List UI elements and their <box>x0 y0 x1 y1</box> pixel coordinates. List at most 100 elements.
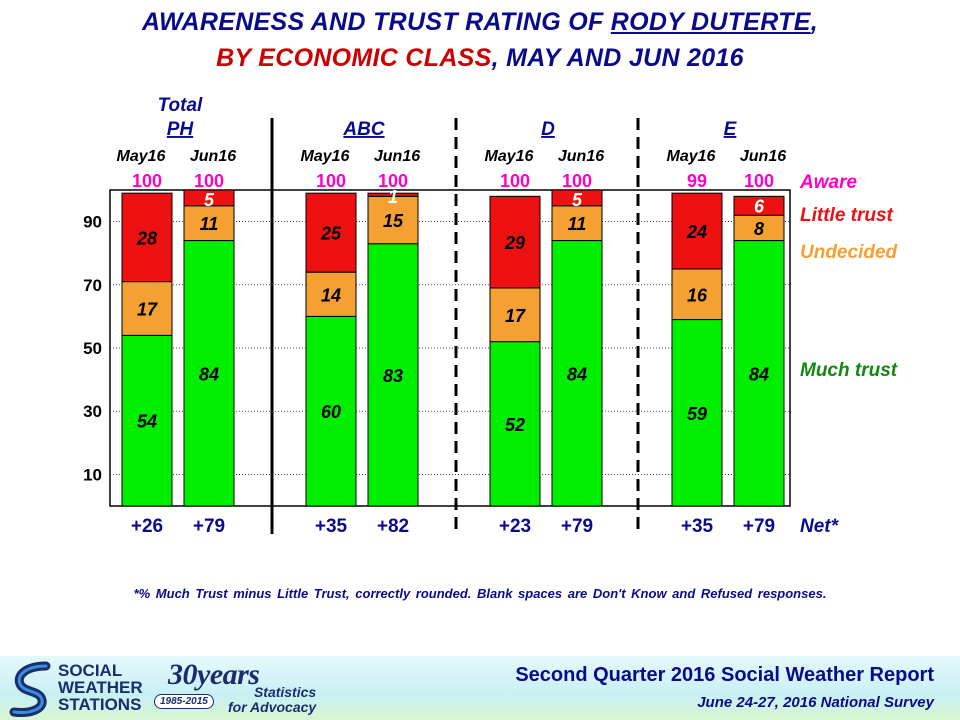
bar-value-label: 59 <box>687 404 707 424</box>
bar-value-label: 83 <box>383 366 403 386</box>
bar-segment-undecided <box>671 268 723 321</box>
period-label: Jun16 <box>558 148 604 165</box>
bar-segment-little-trust <box>733 195 785 216</box>
period-label: May16 <box>667 148 716 165</box>
bar-value-label: 25 <box>320 224 342 244</box>
report-title: Second Quarter 2016 Social Weather Repor… <box>515 664 934 686</box>
bar-value-label: 60 <box>321 402 341 422</box>
y-tick-label: 50 <box>83 339 102 358</box>
bar-segment-little-trust <box>489 195 541 289</box>
aware-value: 100 <box>562 171 592 191</box>
aware-value: 100 <box>194 171 224 191</box>
legend-much-trust: Much trust <box>800 360 898 381</box>
bar-segment-little-trust <box>551 189 603 207</box>
bar-layer: 54 17 28 84 11 5 60 14 25 83 15 1 52 17 29 84 11 5 59 16 24 8… <box>121 187 785 507</box>
net-value: +35 <box>681 516 714 537</box>
chart-title-highlight: BY ECONOMIC CLASS <box>216 44 492 72</box>
bar-segment-little-trust <box>305 192 357 273</box>
bar-value-label: 24 <box>686 222 707 242</box>
group-label-ph: PH <box>167 119 195 140</box>
legend-little-trust: Little trust <box>800 205 894 226</box>
bar-value-label: 17 <box>137 300 158 320</box>
group-label-e: E <box>724 119 738 140</box>
footnote: *% Much Trust minus Little Trust, correc… <box>133 586 827 601</box>
net-value: +82 <box>377 516 409 537</box>
legend-layer: Aware Little trust Undecided Much trust Net* <box>799 172 898 537</box>
bar-value-label: 29 <box>504 233 525 253</box>
net-value: +23 <box>499 516 531 537</box>
group-prefix: Total <box>158 95 203 116</box>
report-subtitle: June 24-27, 2016 National Survey <box>697 694 934 711</box>
bar-value-label: 84 <box>199 364 219 384</box>
plot-frame <box>109 189 791 507</box>
bar-segment-little-trust <box>367 192 419 197</box>
y-tick-label: 90 <box>83 213 102 232</box>
aware-value: 100 <box>500 171 530 191</box>
axis-layer: 10 30 50 70 90 <box>83 118 791 534</box>
legend-aware: Aware <box>799 172 857 193</box>
y-tick-label: 70 <box>83 276 102 295</box>
group-label-abc: ABC <box>342 119 384 140</box>
bar-value-label: 54 <box>137 412 157 432</box>
y-tick-label: 10 <box>83 465 102 484</box>
bar-segment-little-trust <box>183 189 235 207</box>
net-value: +79 <box>743 516 775 537</box>
bar-value-label: 17 <box>505 306 526 326</box>
bar-segment-much-trust <box>551 240 603 507</box>
bar-value-label: 5 <box>204 190 215 210</box>
bar-value-label: 8 <box>754 219 764 239</box>
bar-segment-undecided <box>305 271 357 317</box>
period-label: Jun16 <box>740 148 786 165</box>
bar-value-label: 5 <box>572 190 583 210</box>
bar-segment-much-trust <box>489 341 541 507</box>
bar-segment-much-trust <box>305 315 357 507</box>
period-label: Jun16 <box>190 148 236 165</box>
period-label: Jun16 <box>374 148 420 165</box>
net-value: +26 <box>131 516 163 537</box>
bar-segment-much-trust <box>183 240 235 507</box>
group-label-d: D <box>541 119 555 140</box>
bar-value-label: 11 <box>200 214 219 234</box>
aware-value: 100 <box>744 171 774 191</box>
sws-logo: SOCIAL WEATHER STATIONS <box>6 658 156 718</box>
bar-value-label: 84 <box>567 364 587 384</box>
anniversary-mark: 30years <box>168 658 260 691</box>
chart-title-line-2: BY ECONOMIC CLASS, MAY AND JUN 2016 <box>216 44 744 72</box>
bar-segment-much-trust <box>671 319 723 507</box>
sws-logo-text: SOCIAL WEATHER STATIONS <box>58 661 143 714</box>
bar-segment-much-trust <box>367 243 419 507</box>
bar-value-label: 28 <box>136 228 157 248</box>
period-label: May16 <box>301 148 350 165</box>
chart-title-line-1: AWARENESS AND TRUST RATING OF RODY DUTER… <box>142 8 818 36</box>
bar-value-label: 6 <box>754 196 765 216</box>
aware-value: 100 <box>132 171 162 191</box>
net-value: +79 <box>193 516 225 537</box>
bar-segment-little-trust <box>121 192 173 283</box>
sws-logo-icon <box>9 661 51 717</box>
bar-segment-much-trust <box>121 334 173 507</box>
anniversary-range: 1985-2015 <box>154 694 214 709</box>
anniversary-tagline: Statistics for Advocacy <box>228 684 317 715</box>
bar-value-label: 1 <box>388 187 398 207</box>
bar-value-label: 16 <box>687 285 708 305</box>
aware-value: 99 <box>687 171 707 191</box>
bar-value-label: 52 <box>505 415 525 435</box>
bar-segment-little-trust <box>671 192 723 270</box>
period-label: May16 <box>485 148 534 165</box>
chart-title-subject: RODY DUTERTE <box>610 8 811 36</box>
grid-layer <box>110 221 790 475</box>
bar-segment-undecided <box>489 287 541 343</box>
bar-value-label: 84 <box>749 364 769 384</box>
footer-banner: SOCIAL WEATHER STATIONS 30years 1985-201… <box>0 656 960 720</box>
aware-value: 100 <box>316 171 346 191</box>
y-tick-label: 30 <box>83 402 102 421</box>
aware-value: 100 <box>378 171 408 191</box>
legend-net: Net* <box>800 516 840 537</box>
net-value: +79 <box>561 516 593 537</box>
bar-value-label: 15 <box>383 211 404 231</box>
stacked-bar-chart: 10 30 50 70 90 54 17 28 84 11 5 60 14 25 83 15 1 52 17 29 8… <box>83 95 898 537</box>
period-label: May16 <box>117 148 166 165</box>
bar-value-label: 14 <box>321 285 341 305</box>
legend-undecided: Undecided <box>800 242 898 263</box>
